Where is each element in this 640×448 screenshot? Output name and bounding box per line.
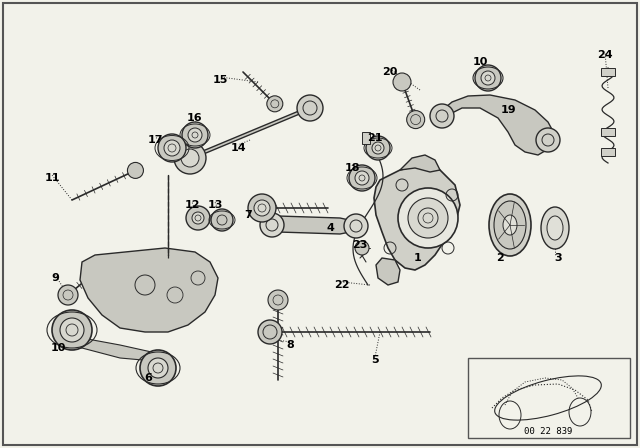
Text: 21: 21 [367, 133, 383, 143]
Circle shape [349, 165, 375, 191]
Circle shape [158, 134, 186, 162]
Ellipse shape [489, 194, 531, 256]
Bar [601, 128, 615, 136]
Circle shape [355, 171, 369, 185]
Ellipse shape [494, 201, 526, 249]
Polygon shape [80, 248, 218, 332]
Circle shape [398, 188, 458, 248]
Circle shape [268, 290, 288, 310]
Circle shape [211, 209, 233, 231]
Circle shape [52, 310, 92, 350]
Polygon shape [374, 165, 460, 270]
Circle shape [355, 241, 369, 255]
Text: 18: 18 [344, 163, 360, 173]
Circle shape [181, 149, 199, 167]
Circle shape [260, 213, 284, 237]
Circle shape [140, 350, 176, 386]
Text: 17: 17 [147, 135, 163, 145]
Text: 15: 15 [212, 75, 228, 85]
Text: 6: 6 [144, 373, 152, 383]
Text: 3: 3 [554, 253, 562, 263]
Text: 7: 7 [244, 210, 252, 220]
Polygon shape [400, 155, 440, 172]
Bar [362, 132, 370, 144]
Ellipse shape [503, 215, 517, 235]
Text: 5: 5 [371, 355, 379, 365]
Text: 10: 10 [51, 343, 66, 353]
Circle shape [406, 111, 425, 129]
Circle shape [366, 136, 390, 160]
Ellipse shape [547, 216, 563, 240]
Text: 19: 19 [500, 105, 516, 115]
Text: 13: 13 [207, 200, 223, 210]
Circle shape [408, 198, 448, 238]
Text: 12: 12 [184, 200, 200, 210]
Circle shape [192, 212, 204, 224]
Text: 11: 11 [44, 173, 60, 183]
Circle shape [60, 318, 84, 342]
Circle shape [267, 96, 283, 112]
Circle shape [174, 142, 206, 174]
Circle shape [344, 214, 368, 238]
Circle shape [372, 142, 384, 154]
Circle shape [393, 73, 411, 91]
Polygon shape [376, 258, 400, 285]
Text: 16: 16 [187, 113, 203, 123]
Bar [601, 68, 615, 76]
Circle shape [164, 140, 180, 156]
Polygon shape [68, 338, 165, 362]
Circle shape [258, 320, 282, 344]
Text: 20: 20 [382, 67, 397, 77]
Ellipse shape [541, 207, 569, 249]
Text: 10: 10 [472, 57, 488, 67]
Circle shape [475, 65, 501, 91]
Text: 1: 1 [414, 253, 422, 263]
Circle shape [536, 128, 560, 152]
Circle shape [186, 206, 210, 230]
Circle shape [254, 200, 270, 216]
Circle shape [127, 163, 143, 178]
Text: 22: 22 [334, 280, 349, 290]
Text: 2: 2 [496, 253, 504, 263]
Polygon shape [438, 95, 555, 155]
Bar [468, 358, 630, 438]
Circle shape [481, 71, 495, 85]
Text: 9: 9 [51, 273, 59, 283]
Circle shape [248, 194, 276, 222]
Text: 4: 4 [326, 223, 334, 233]
Text: 14: 14 [230, 143, 246, 153]
Bar [601, 148, 615, 156]
Circle shape [182, 122, 208, 148]
Circle shape [430, 104, 454, 128]
Text: 24: 24 [597, 50, 613, 60]
Circle shape [58, 285, 78, 305]
Circle shape [188, 128, 202, 142]
Text: 23: 23 [352, 240, 368, 250]
Circle shape [148, 358, 168, 378]
Text: 8: 8 [286, 340, 294, 350]
Text: 00 22 839: 00 22 839 [524, 427, 572, 436]
Polygon shape [268, 216, 360, 234]
Polygon shape [182, 103, 318, 163]
Circle shape [297, 95, 323, 121]
